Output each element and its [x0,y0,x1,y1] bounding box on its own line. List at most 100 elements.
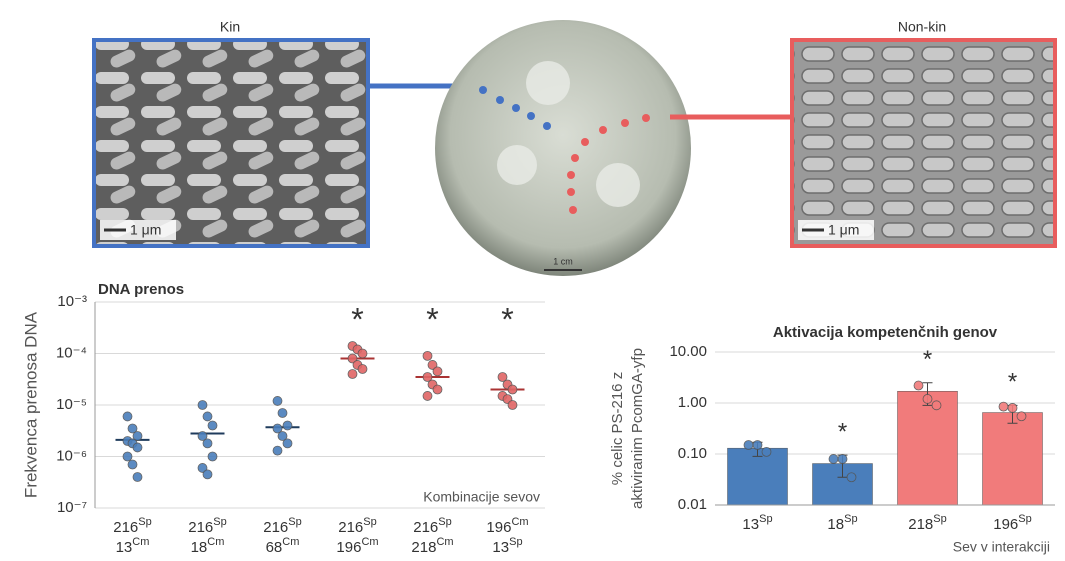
point [128,460,137,469]
x-tick-label: 218Cm [411,536,453,556]
point [203,412,212,421]
point [198,401,207,410]
tick-sup: Cm [282,536,299,548]
x-tick-label: 216Sp [188,516,227,536]
tick-sup: Sp [363,516,376,528]
x-tick-label: 196Cm [336,536,378,556]
tick-sup: Sp [509,536,522,548]
y-tick-label: 10.00 [669,343,707,360]
point [423,391,432,400]
plate [435,20,691,276]
colony [596,163,640,207]
point [914,381,923,390]
tick-sup: Sp [1018,513,1031,525]
point [932,401,941,410]
point [753,441,762,450]
y-axis-label: Frekvenca prenosa DNA [21,311,40,498]
tick-base: 216 [338,519,363,536]
x-tick-label: 196Cm [486,516,528,536]
point [829,454,838,463]
point [923,394,932,403]
y-tick-label: 1.00 [678,394,707,411]
point [208,421,217,430]
point [133,472,142,481]
tick-sup: Cm [207,536,224,548]
tick-base: 218 [411,539,436,556]
y-axis-label: % celic PS-216 z [609,372,626,485]
chart-title: DNA prenos [98,281,184,298]
x-tick-label: 216Sp [338,516,377,536]
tick-base: 196 [486,519,511,536]
y-tick-label: 10⁻⁷ [57,499,87,516]
point [208,452,217,461]
point [423,351,432,360]
tick-sup: Sp [844,513,857,525]
tick-sup: Cm [511,516,528,528]
kin-label: Kin [220,19,240,35]
x-tick-label: 216Sp [413,516,452,536]
tick-sup: Sp [138,516,151,528]
tick-sup: Cm [436,536,453,548]
point [999,402,1008,411]
tick-base: 13 [492,539,509,556]
point [133,443,142,452]
scale-label: 1 μm [130,222,161,238]
tick-base: 216 [113,519,138,536]
point [203,470,212,479]
x-axis-label: Kombinacije sevov [423,489,540,505]
point [358,365,367,374]
point [278,408,287,417]
point [508,385,517,394]
point [838,454,847,463]
tick-sup: Sp [213,516,226,528]
point [348,369,357,378]
tick-sup: Sp [438,516,451,528]
chart-title: Aktivacija kompetenčnih genov [773,324,998,341]
colony [497,145,537,185]
y-tick-label: 10⁻⁵ [56,396,87,413]
y-tick-label: 0.10 [678,445,707,462]
x-tick-label: 18Cm [191,536,225,556]
point [283,421,292,430]
significance: * [426,301,438,337]
y-tick-label: 10⁻³ [57,293,87,310]
point [508,401,517,410]
bar [983,413,1043,505]
x-tick-label: 216Sp [113,516,152,536]
tick-base: 13 [742,516,759,533]
colony [526,61,570,105]
point [744,441,753,450]
x-tick-label: 18Sp [827,513,857,533]
tick-base: 18 [827,516,844,533]
point [283,439,292,448]
figure: Kin 1 μm 1 cm Non-kin 1 μm 10⁻⁷10⁻⁶10⁻⁵1… [0,0,1065,561]
x-tick-label: 13Cm [116,536,150,556]
scale-label: 1 cm [553,256,573,266]
tick-base: 216 [263,519,288,536]
point [123,412,132,421]
point [123,452,132,461]
significance: * [501,301,513,337]
nonkin-label: Non-kin [898,19,946,35]
x-tick-label: 68Cm [266,536,300,556]
x-tick-label: 216Sp [263,516,302,536]
tick-sup: Sp [288,516,301,528]
x-tick-label: 13Sp [492,536,522,556]
y-tick-label: 10⁻⁶ [56,447,87,464]
kin-image [94,40,368,246]
tick-base: 13 [116,539,133,556]
point [358,349,367,358]
tick-base: 18 [191,539,208,556]
x-tick-label: 13Sp [742,513,772,533]
bar [898,391,958,505]
significance: * [351,301,363,337]
point [273,396,282,405]
tick-sup: Sp [759,513,772,525]
y-tick-label: 10⁻⁴ [56,344,87,361]
y-tick-label: 0.01 [678,496,707,513]
tick-base: 68 [266,539,283,556]
x-tick-label: 196Sp [993,513,1032,533]
tick-base: 196 [993,516,1018,533]
significance: * [1008,369,1017,396]
tick-sup: Cm [132,536,149,548]
